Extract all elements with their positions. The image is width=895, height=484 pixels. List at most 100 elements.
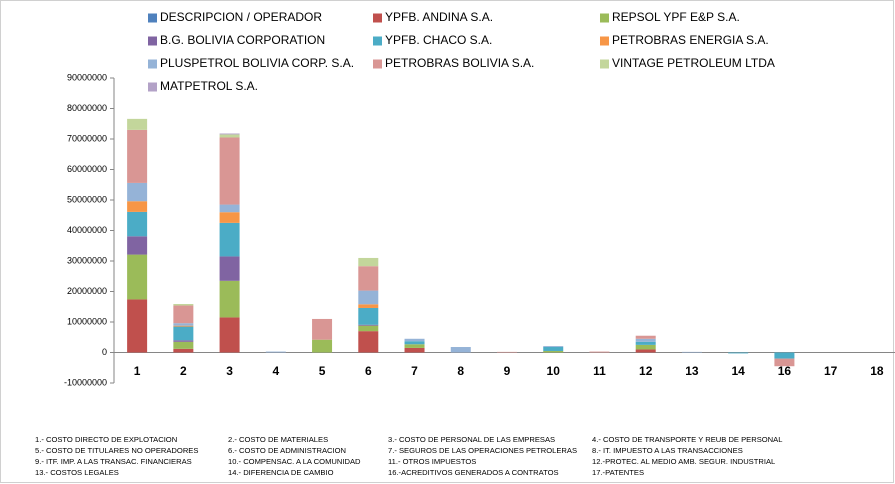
- x-tick-label: 1: [134, 364, 141, 378]
- bar-segment: [173, 323, 194, 326]
- legend-swatch: [148, 36, 157, 46]
- bar-segment: [543, 350, 564, 353]
- bar-segment: [219, 212, 240, 223]
- footnote: 3.- COSTO DE PERSONAL DE LAS EMPRESAS: [388, 435, 555, 444]
- legend-label: PETROBRAS BOLIVIA S.A.: [385, 56, 534, 70]
- x-tick-label: 16: [778, 364, 792, 378]
- footnote: 9.- ITF. IMP. A LAS TRANSAC. FINANCIERAS: [35, 457, 192, 466]
- legend-swatch: [600, 36, 609, 46]
- x-tick-label: 10: [547, 364, 561, 378]
- footnote: 4.- COSTO DE TRANSPORTE Y REUB DE PERSON…: [592, 435, 782, 444]
- bar-segment: [127, 211, 148, 237]
- footnote: 1.- COSTO DIRECTO DE EXPLOTACION: [35, 435, 177, 444]
- bar-segment: [774, 358, 795, 367]
- legend-label: PETROBRAS ENERGIA S.A.: [612, 33, 769, 47]
- bar-segment: [358, 324, 379, 326]
- bar-segment: [265, 351, 286, 353]
- bar-segment: [127, 201, 148, 212]
- x-tick-label: 18: [870, 364, 884, 378]
- bar-segment: [173, 326, 194, 341]
- bar-segment: [127, 299, 148, 353]
- bar-segment: [358, 257, 379, 267]
- legend-swatch: [373, 59, 382, 69]
- bar-segment: [127, 118, 148, 130]
- x-tick-label: 9: [504, 364, 511, 378]
- legend-label: YPFB. ANDINA S.A.: [385, 10, 493, 24]
- footnote: 2.- COSTO DE MATERIALES: [228, 435, 328, 444]
- bar-segment: [635, 341, 656, 345]
- bar-segment: [635, 349, 656, 353]
- y-tick-label: 20000000: [67, 286, 107, 296]
- footnote: 17.-PATENTES: [592, 468, 644, 477]
- bar-segment: [450, 347, 471, 353]
- legend-label: REPSOL YPF E&P S.A.: [612, 10, 740, 24]
- legend-label: YPFB. CHACO S.A.: [385, 33, 492, 47]
- footnote: 12.-PROTEC. AL MEDIO AMB. SEGUR. INDUSTR…: [592, 457, 775, 466]
- bar-segment: [358, 307, 379, 325]
- bar-segment: [127, 182, 148, 202]
- y-tick-label: 60000000: [67, 164, 107, 174]
- bar-segment: [127, 254, 148, 300]
- bar-segment: [219, 204, 240, 213]
- bar-segment: [358, 325, 379, 332]
- legend-swatch: [148, 82, 157, 92]
- bar-segment: [404, 347, 425, 353]
- y-tick-label: 90000000: [67, 72, 107, 82]
- bar-segment: [404, 341, 425, 345]
- legend-swatch: [148, 13, 157, 23]
- bar-segment: [404, 338, 425, 342]
- footnote: 5.- COSTO DE TITULARES NO OPERADORES: [35, 446, 198, 455]
- bar-segment: [635, 338, 656, 342]
- bar-segment: [173, 340, 194, 342]
- bar-segment: [728, 352, 749, 354]
- bar-segment: [358, 304, 379, 308]
- footnote: 10.- COMPENSAC. A LA COMUNIDAD: [228, 457, 361, 466]
- bar-segment: [635, 335, 656, 339]
- x-tick-label: 8: [457, 364, 464, 378]
- footnote: 7.- SEGUROS DE LAS OPERACIONES PETROLERA…: [388, 446, 577, 455]
- bar-segment: [219, 280, 240, 318]
- legend-label: DESCRIPCION / OPERADOR: [160, 10, 322, 24]
- bar-segment: [589, 351, 610, 353]
- footnote: 8.- IT. IMPUESTO A LAS TRANSACCIONES: [592, 446, 743, 455]
- x-tick-label: 4: [272, 364, 279, 378]
- y-tick-label: -10000000: [64, 377, 107, 387]
- x-tick-label: 11: [593, 364, 606, 378]
- x-tick-label: 14: [731, 364, 745, 378]
- footnote: 6.- COSTO DE ADMINISTRACION: [228, 446, 346, 455]
- x-tick-label: 3: [226, 364, 233, 378]
- bar-segment: [127, 129, 148, 183]
- x-tick-label: 6: [365, 364, 372, 378]
- bar-segment: [497, 351, 517, 353]
- bar-segment: [219, 317, 240, 353]
- x-tick-label: 13: [685, 364, 699, 378]
- bar-segment: [404, 344, 425, 348]
- legend-label: B.G. BOLIVIA CORPORATION: [160, 33, 325, 47]
- footnote: 16.-ACREDITIVOS GENERADOS A CONTRATOS: [388, 468, 559, 477]
- y-tick-label: 50000000: [67, 194, 107, 204]
- y-tick-label: 10000000: [67, 316, 107, 326]
- bar-segment: [219, 137, 240, 205]
- legend-swatch: [373, 13, 382, 23]
- legend-swatch: [373, 36, 382, 46]
- bar-segment: [219, 134, 240, 138]
- x-tick-label: 12: [639, 364, 653, 378]
- bar-segment: [173, 305, 194, 324]
- bar-segment: [312, 318, 333, 340]
- bar-segment: [635, 344, 656, 350]
- bar-segment: [219, 222, 240, 257]
- y-tick-label: 40000000: [67, 225, 107, 235]
- x-tick-label: 2: [180, 364, 187, 378]
- bar-segment: [219, 133, 240, 135]
- footnote: 11.- OTROS IMPUESTOS: [388, 457, 476, 466]
- bar-segment: [681, 351, 702, 353]
- footnote: 13.- COSTOS LEGALES: [35, 468, 119, 477]
- y-tick-label: 0: [102, 347, 107, 357]
- bar-segment: [127, 236, 148, 255]
- bar-segment: [173, 348, 194, 353]
- x-tick-label: 7: [411, 364, 418, 378]
- bar-segment: [358, 331, 379, 353]
- bar-segment: [173, 325, 194, 327]
